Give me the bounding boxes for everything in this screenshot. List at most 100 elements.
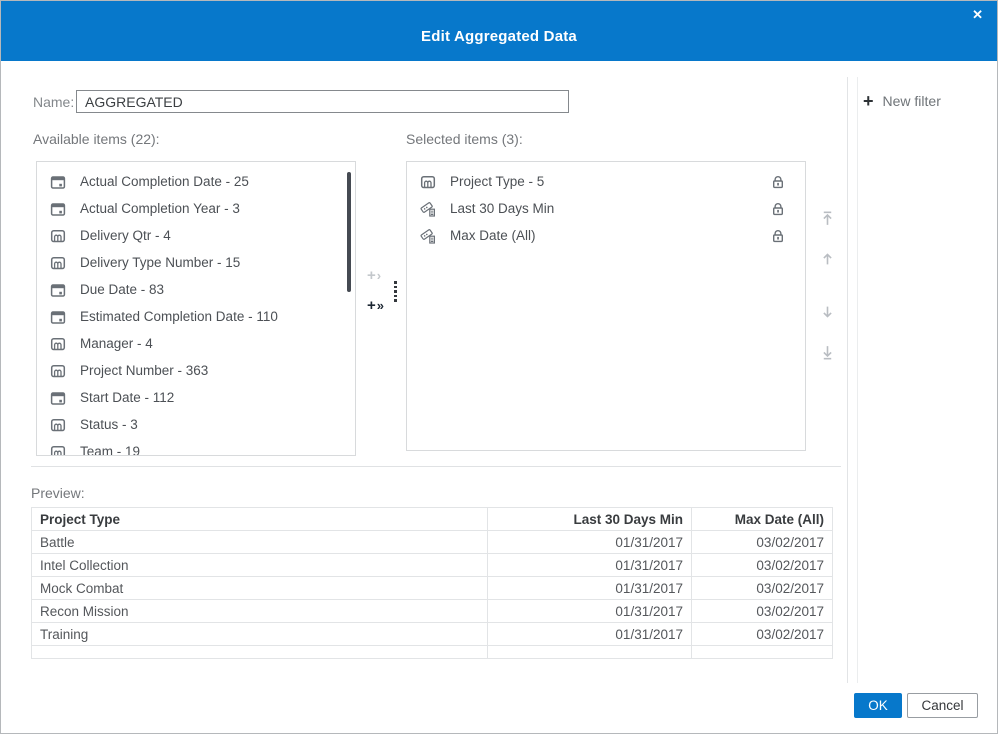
preview-table: Project TypeLast 30 Days MinMax Date (Al… (31, 507, 833, 659)
close-icon[interactable]: ✕ (972, 7, 983, 23)
table-cell (692, 646, 833, 659)
calculated-item-icon (420, 201, 436, 217)
arrow-up-to-top-icon (819, 210, 836, 227)
column-header: Max Date (All) (692, 508, 833, 531)
table-cell (32, 646, 488, 659)
table-cell: Battle (32, 531, 488, 554)
table-cell: 03/02/2017 (692, 577, 833, 600)
dialog-title: Edit Aggregated Data (1, 28, 997, 45)
available-item[interactable]: Delivery Qtr - 4 (37, 222, 355, 249)
lock-icon (770, 201, 786, 217)
item-label: Estimated Completion Date - 110 (80, 309, 278, 324)
calendar-icon (50, 174, 66, 190)
table-cell: 03/02/2017 (692, 531, 833, 554)
table-cell: Training (32, 623, 488, 646)
item-label: Max Date (All) (450, 228, 536, 243)
table-row: Recon Mission01/31/201703/02/2017 (32, 600, 833, 623)
table-cell: Intel Collection (32, 554, 488, 577)
calendar-icon (50, 282, 66, 298)
preview-label: Preview: (31, 485, 85, 501)
chevron-right-icon: › (377, 269, 381, 283)
calendar-icon (50, 390, 66, 406)
table-cell: 01/31/2017 (488, 554, 692, 577)
name-label: Name: (33, 94, 74, 110)
available-item[interactable]: Actual Completion Year - 3 (37, 195, 355, 222)
preview-table-header-row: Project TypeLast 30 Days MinMax Date (Al… (32, 508, 833, 531)
table-row: Intel Collection01/31/201703/02/2017 (32, 554, 833, 577)
item-label: Actual Completion Year - 3 (80, 201, 240, 216)
selected-item[interactable]: Max Date (All) (407, 222, 805, 249)
item-label: Delivery Type Number - 15 (80, 255, 240, 270)
column-header: Last 30 Days Min (488, 508, 692, 531)
lock-icon (770, 174, 786, 190)
new-filter-button[interactable]: + New filter (863, 92, 941, 110)
available-item[interactable]: Team - 19 (37, 438, 355, 456)
category-icon (420, 174, 436, 190)
new-filter-label: New filter (883, 93, 941, 109)
table-cell: 01/31/2017 (488, 623, 692, 646)
lock-icon-wrap (770, 228, 785, 244)
available-item[interactable]: Due Date - 83 (37, 276, 355, 303)
item-label: Project Type - 5 (450, 174, 544, 189)
category-icon (50, 363, 66, 379)
item-label: Last 30 Days Min (450, 201, 554, 216)
drag-handle-dots-icon (394, 281, 397, 302)
edit-aggregated-data-dialog: Edit Aggregated Data ✕ Name: Available i… (0, 0, 998, 734)
lock-icon (770, 228, 786, 244)
item-label: Delivery Qtr - 4 (80, 228, 171, 243)
available-item[interactable]: Status - 3 (37, 411, 355, 438)
lock-icon-wrap (770, 201, 785, 217)
category-icon (50, 336, 66, 352)
item-label: Start Date - 112 (80, 390, 174, 405)
table-cell (488, 646, 692, 659)
table-row: Training01/31/201703/02/2017 (32, 623, 833, 646)
plus-icon: + (863, 92, 874, 110)
dialog-header: Edit Aggregated Data ✕ (1, 1, 997, 61)
selected-items-label: Selected items (3): (406, 131, 523, 147)
available-item[interactable]: Delivery Type Number - 15 (37, 249, 355, 276)
table-cell: 01/31/2017 (488, 600, 692, 623)
name-input[interactable] (76, 90, 569, 113)
category-icon (50, 444, 66, 457)
table-row: Battle01/31/201703/02/2017 (32, 531, 833, 554)
category-icon (50, 417, 66, 433)
add-item-button[interactable]: +› (367, 269, 381, 283)
move-to-bottom-button[interactable] (819, 344, 837, 361)
double-chevron-right-icon: » (377, 299, 384, 313)
selected-items-list: Project Type - 5 Last 30 Days Min Max Date… (406, 161, 806, 451)
available-item[interactable]: Estimated Completion Date - 110 (37, 303, 355, 330)
available-item[interactable]: Actual Completion Date - 25 (37, 168, 355, 195)
plus-icon: + (367, 269, 376, 283)
panel-divider (857, 77, 858, 683)
item-label: Due Date - 83 (80, 282, 164, 297)
item-label: Actual Completion Date - 25 (80, 174, 249, 189)
table-cell: 03/02/2017 (692, 623, 833, 646)
table-cell: Recon Mission (32, 600, 488, 623)
category-icon (50, 228, 66, 244)
plus-icon: + (367, 299, 376, 313)
empty-table-row (32, 646, 833, 659)
available-item[interactable]: Project Number - 363 (37, 357, 355, 384)
table-cell: 01/31/2017 (488, 577, 692, 600)
table-cell: 03/02/2017 (692, 600, 833, 623)
move-up-button[interactable] (819, 250, 837, 267)
selected-item[interactable]: Project Type - 5 (407, 168, 805, 195)
column-header: Project Type (32, 508, 488, 531)
available-item[interactable]: Start Date - 112 (37, 384, 355, 411)
category-icon (50, 255, 66, 271)
add-all-items-button[interactable]: +» (367, 299, 384, 313)
calendar-icon (50, 309, 66, 325)
scrollbar-thumb[interactable] (347, 172, 351, 292)
selected-item[interactable]: Last 30 Days Min (407, 195, 805, 222)
item-label: Status - 3 (80, 417, 138, 432)
ok-button[interactable]: OK (854, 693, 902, 718)
table-row: Mock Combat01/31/201703/02/2017 (32, 577, 833, 600)
cancel-button[interactable]: Cancel (907, 693, 978, 718)
item-label: Team - 19 (80, 444, 140, 456)
available-item[interactable]: Manager - 4 (37, 330, 355, 357)
lock-icon-wrap (770, 174, 785, 190)
panel-divider (847, 77, 848, 683)
available-items-list: Actual Completion Date - 25 Actual Comple… (36, 161, 356, 456)
move-down-button[interactable] (819, 304, 837, 321)
move-to-top-button[interactable] (819, 210, 837, 227)
